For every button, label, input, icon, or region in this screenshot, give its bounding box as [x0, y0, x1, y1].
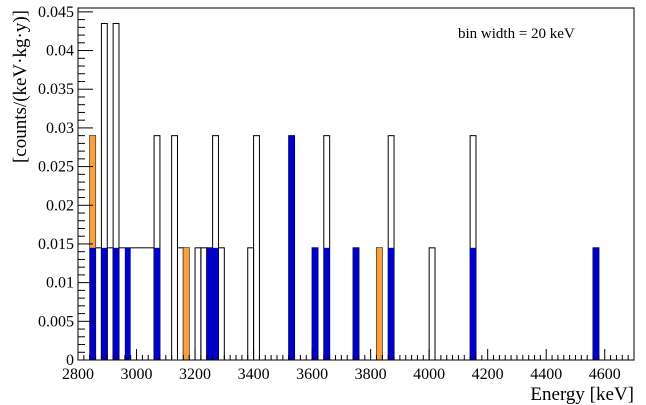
x-tick-label: 3000 — [121, 366, 153, 383]
bar-orange-2 — [376, 247, 383, 360]
bar-blue-10 — [353, 247, 359, 360]
x-tick-label: 3400 — [238, 366, 270, 383]
y-tick-label: 0.01 — [46, 275, 74, 292]
bar-blue-13 — [593, 247, 599, 360]
axes-layer: 2800 3000 3200 3400 3600 3800 4000 4200 4400 4600… — [38, 4, 635, 383]
x-axis-title: Energy [keV] — [530, 384, 634, 405]
x-tick-label: 4200 — [472, 366, 504, 383]
bars-layer — [89, 22, 600, 361]
bin-width-annotation: bin width = 20 keV — [458, 26, 575, 42]
y-tick-label: 0.025 — [38, 159, 74, 176]
y-axis-title: [counts/(keV·kg·y)] — [10, 10, 31, 163]
bar-blue-1 — [101, 247, 108, 360]
x-tick-label: 4600 — [589, 366, 621, 383]
bar-blue-4 — [154, 247, 160, 360]
bar-blue-0 — [89, 247, 96, 360]
y-tick-label: 0.03 — [46, 120, 74, 137]
bar-outline-8 — [176, 247, 184, 361]
bar-blue-11 — [388, 247, 395, 360]
bar-blue-3 — [124, 247, 131, 360]
bar-outline-15 — [247, 247, 255, 361]
bar-outline-16 — [253, 135, 260, 361]
bar-blue-12 — [470, 247, 476, 360]
y-tick-label: 0.015 — [38, 236, 74, 253]
x-tick-label: 2800 — [62, 366, 94, 383]
bar-blue-5 — [206, 247, 213, 360]
bar-outline-5 — [118, 247, 155, 361]
bar-blue-7 — [288, 135, 295, 360]
bar-outline-14 — [217, 247, 225, 361]
y-tick-label: 0.035 — [38, 81, 74, 98]
bar-orange-1 — [183, 247, 190, 360]
x-tick-label: 3800 — [355, 366, 387, 383]
x-tick-label: 3600 — [296, 366, 328, 383]
y-tick-label: 0.045 — [38, 4, 74, 21]
y-tick-label: 0.04 — [46, 43, 74, 60]
y-tick-label: 0.02 — [46, 197, 74, 214]
bar-outline-10 — [194, 247, 202, 361]
plot-frame — [77, 7, 635, 361]
bar-blue-6 — [212, 247, 219, 360]
bar-outline-3 — [106, 247, 114, 361]
bar-blue-2 — [113, 247, 119, 360]
x-tick-label: 4400 — [530, 366, 562, 383]
x-tick-label: 3200 — [179, 366, 211, 383]
bar-blue-9 — [323, 247, 330, 360]
bar-outline-7 — [171, 135, 178, 361]
bar-outline-1 — [95, 247, 102, 361]
y-tick-label: 0.005 — [38, 313, 74, 330]
y-tick-label: 0 — [66, 352, 74, 369]
bar-outline-11 — [200, 247, 208, 361]
bar-outline-23 — [428, 247, 436, 361]
bar-blue-8 — [312, 247, 318, 360]
x-tick-label: 4000 — [413, 366, 445, 383]
